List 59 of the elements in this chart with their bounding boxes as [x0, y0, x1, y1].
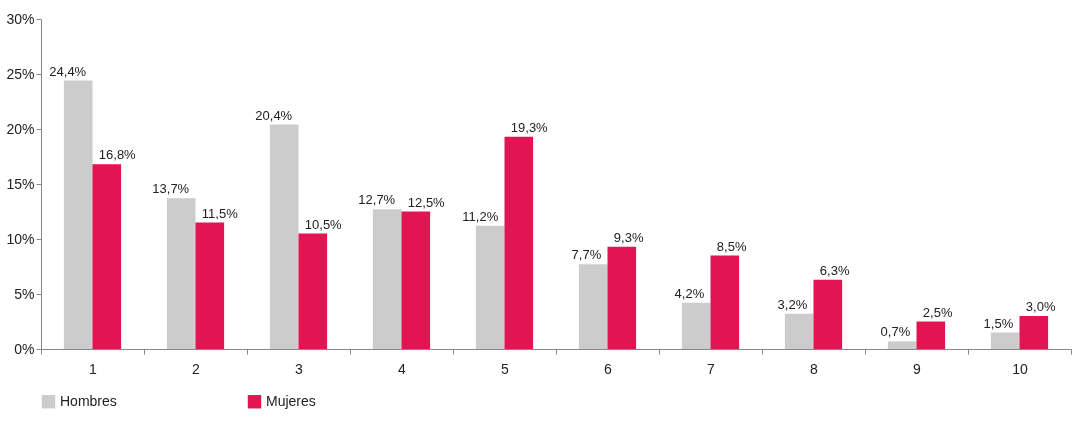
- data-label: 11,2%: [462, 208, 499, 224]
- data-label: 7,7%: [571, 247, 602, 263]
- data-label: 3,0%: [1025, 299, 1056, 314]
- x-tick-label: 1: [89, 360, 98, 377]
- x-tick-label: 10: [1012, 360, 1028, 377]
- x-tick-label: 7: [707, 360, 716, 377]
- bar: [372, 209, 402, 349]
- y-tick-label: 25%: [6, 65, 35, 82]
- y-tick-label: 0%: [14, 340, 35, 357]
- bar: [887, 341, 917, 349]
- data-label: 19,3%: [510, 119, 549, 135]
- bar: [504, 136, 534, 349]
- x-tick-label: 8: [810, 360, 819, 377]
- bar: [166, 198, 196, 349]
- x-tick-label: 5: [501, 360, 510, 377]
- y-tick-label: 5%: [14, 285, 35, 302]
- data-label: 10,5%: [304, 216, 343, 232]
- data-label: 13,7%: [152, 181, 190, 197]
- data-label: 16,8%: [98, 147, 137, 163]
- bar: [710, 255, 740, 349]
- data-label: 3,2%: [777, 296, 808, 312]
- data-label: 9,3%: [613, 229, 644, 245]
- bar: [298, 233, 328, 349]
- bar: [681, 302, 711, 349]
- y-tick-label: 10%: [6, 230, 35, 247]
- data-label: 2,5%: [922, 304, 953, 320]
- data-label: 4,2%: [674, 285, 705, 301]
- data-label: 12,7%: [358, 192, 396, 208]
- data-label: 20,4%: [255, 107, 293, 123]
- legend-label: Hombres: [60, 392, 117, 409]
- data-label: 12,5%: [407, 194, 446, 210]
- x-tick-label: 9: [913, 360, 922, 377]
- bar: [607, 246, 637, 349]
- bar: [784, 313, 814, 349]
- y-tick-label: 30%: [6, 10, 35, 27]
- bar: [269, 124, 299, 349]
- bar: [916, 321, 946, 349]
- bar: [1019, 316, 1049, 349]
- bar: [475, 225, 505, 349]
- x-tick-label: 4: [398, 360, 407, 377]
- x-tick-label: 3: [295, 360, 304, 377]
- data-label: 24,4%: [49, 63, 87, 79]
- data-label: 0,7%: [880, 324, 911, 340]
- bar: [92, 164, 122, 349]
- bar: [578, 264, 608, 349]
- bar: [195, 222, 225, 349]
- data-label: 1,5%: [983, 315, 1014, 331]
- bar: [990, 332, 1020, 349]
- y-tick-label: 15%: [6, 175, 35, 192]
- x-tick-label: 2: [192, 360, 201, 377]
- data-label: 8,5%: [716, 238, 747, 254]
- bar: [401, 211, 431, 349]
- bar: [63, 80, 93, 349]
- data-label: 11,5%: [201, 205, 239, 221]
- x-tick-label: 6: [604, 360, 613, 377]
- legend-label: Mujeres: [266, 392, 316, 409]
- bar: [813, 279, 843, 349]
- y-tick-label: 20%: [6, 120, 35, 137]
- data-label: 6,3%: [819, 262, 850, 278]
